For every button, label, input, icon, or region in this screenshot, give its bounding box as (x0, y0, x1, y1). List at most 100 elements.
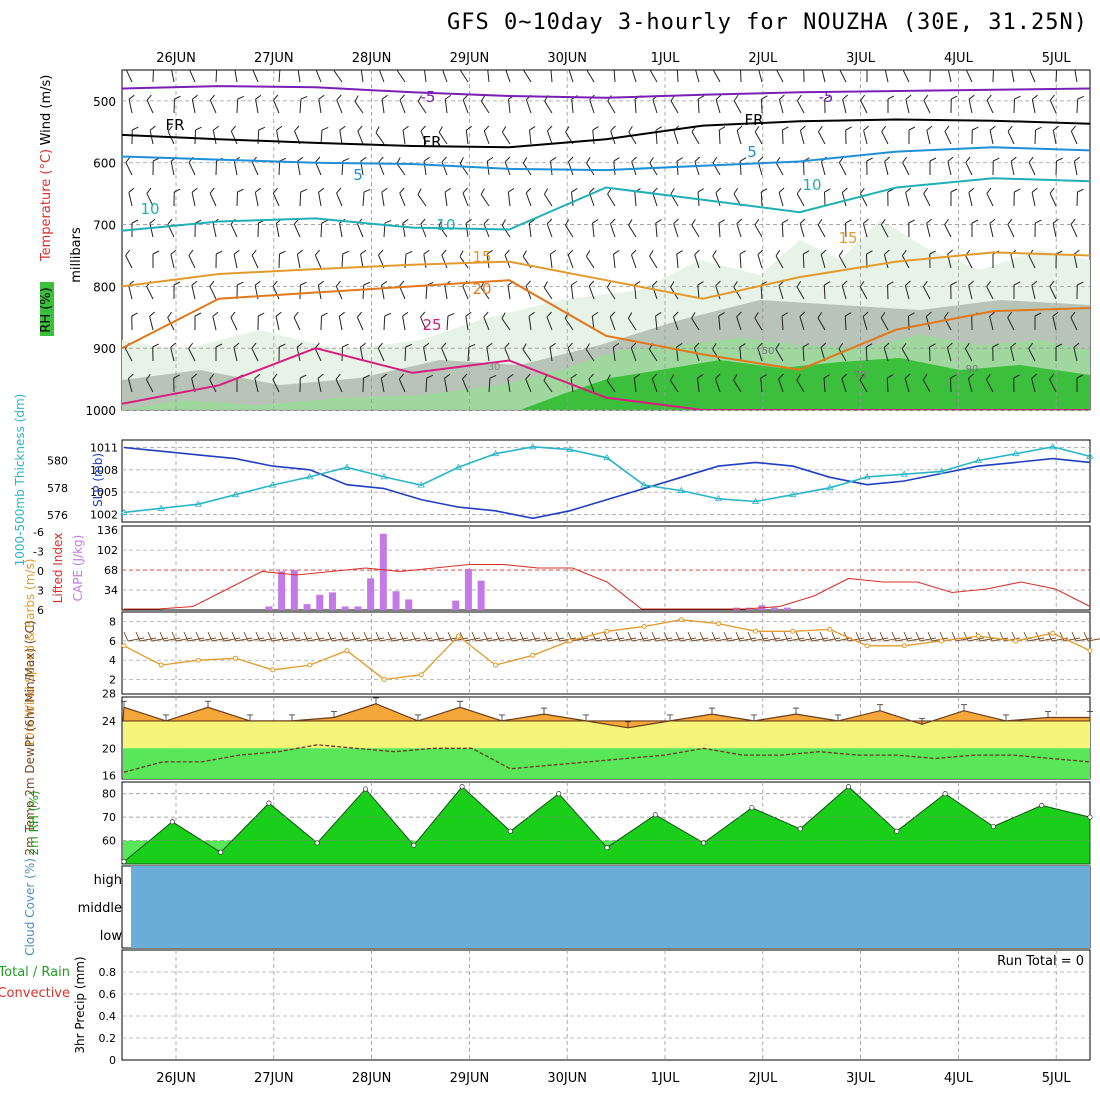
wind-barb (929, 157, 937, 175)
wind-barb (739, 343, 746, 362)
wind-barb (606, 374, 616, 393)
wind-barb (697, 374, 704, 393)
millibars-axis-label: millibars (69, 227, 84, 283)
wind-barb (733, 281, 742, 300)
cloud-level-label: low (100, 929, 123, 944)
wind-barb (859, 374, 868, 393)
contour-label: -5 (421, 88, 436, 106)
wind-barb (904, 280, 911, 300)
isotherm-line (122, 146, 1090, 172)
contour-label: 10 (436, 216, 455, 234)
wind-barb (778, 373, 784, 393)
wind-barb (375, 126, 385, 145)
surface-wind-barb (187, 637, 205, 642)
surface-wind-barb (667, 637, 685, 642)
wind-barb (1073, 156, 1080, 176)
wind-barb (926, 125, 933, 145)
top-date-label: 29JUN (450, 51, 490, 66)
wind-barb (465, 218, 472, 238)
wind-barb (922, 373, 931, 393)
cape-bar (290, 570, 298, 610)
temp2m-axis-label: 2m Temp 2m DewPt (6hr Min/Max) (°C) (23, 620, 37, 855)
wind-barb (546, 125, 553, 145)
wind-barb (862, 218, 869, 238)
wind-barb (417, 95, 427, 114)
wind-barb (146, 187, 154, 207)
temp-tick-label: 20 (102, 742, 116, 755)
wind-speed-point (1087, 648, 1093, 654)
surface-wind-barb (523, 637, 541, 642)
cape-bar (341, 606, 349, 610)
wind-barb (275, 311, 282, 331)
wind-barb (441, 70, 448, 83)
top-date-label: 27JUN (254, 51, 294, 66)
wind-barb (803, 70, 805, 83)
wind-barb (233, 342, 240, 362)
wind-barb (383, 312, 392, 331)
wind-barb (968, 94, 975, 114)
wind-barb (588, 280, 595, 300)
li-tick-label: 6 (37, 604, 44, 617)
thickness-line (123, 445, 1091, 514)
wind-barb (402, 218, 409, 238)
wind-barb (525, 280, 532, 300)
surface-wind-barb (763, 637, 781, 642)
wind-barb (694, 70, 700, 83)
precip-tick-label: 0.8 (99, 966, 117, 979)
thickness-point (268, 481, 277, 488)
wind-barb (170, 342, 177, 362)
wind-barb (887, 95, 895, 113)
wind-barb (501, 219, 511, 238)
surface-wind-barb (739, 637, 757, 642)
wind-barb (1013, 95, 1021, 114)
contour-label: 5 (353, 166, 363, 184)
thickness-point (306, 473, 314, 480)
bottom-date-label: 28JUN (352, 1071, 392, 1086)
wind-barb (402, 125, 409, 145)
wind-barb (651, 373, 658, 393)
wind-barb (712, 250, 721, 269)
cloud-cover-fill (131, 866, 1090, 948)
wind-barb (381, 187, 388, 207)
thickness-point (491, 449, 500, 457)
wind-barb (989, 218, 996, 238)
wind-barb (194, 219, 202, 238)
wind-barb (760, 188, 768, 207)
wind-barb (697, 281, 704, 300)
isotherms: -5 -5 FR FR FR 5 5 10 10 10 15 15 20 25 30 50 70 90 (122, 85, 1090, 410)
surface-wind-barb (151, 637, 169, 642)
wind-barb (760, 281, 768, 300)
surface-wind-barb (535, 637, 553, 642)
bottom-date-label: 3JUL (846, 1071, 876, 1086)
thickness-axis-label: 1000-500mb Thickness (dm) (13, 394, 27, 567)
wind-barb (377, 342, 385, 362)
wind-barb (528, 218, 536, 238)
surface-wind-barb (595, 637, 613, 642)
cape-bar (464, 568, 472, 610)
wind-barb (441, 156, 448, 176)
wind-barb (483, 218, 490, 238)
wind-barb (775, 250, 784, 269)
upper-air-axis: 500 600 700 800 900 1000 (85, 95, 116, 418)
wind-barb (824, 95, 831, 114)
wind-barb (299, 95, 308, 114)
surface-wind-barb (643, 637, 661, 642)
wind-barb (507, 187, 515, 207)
wind-barb (127, 373, 134, 393)
rh-shading (122, 220, 1090, 410)
wind-barb (630, 342, 637, 362)
wind-barb (1052, 311, 1059, 331)
wind-barb (1013, 374, 1020, 393)
wind-barb (550, 157, 557, 176)
rh-point (314, 840, 320, 846)
thickness-point (194, 500, 203, 507)
wind-barb (967, 373, 974, 393)
wind-barb (570, 280, 578, 300)
surface-wind-barb (907, 637, 925, 642)
wind-barb (796, 281, 805, 300)
surface-wind-barb (139, 637, 157, 642)
wind-barb (585, 250, 595, 269)
wind-barb (985, 373, 994, 393)
precip-tick-label: 0 (109, 1054, 116, 1067)
top-date-label: 5JUL (1042, 51, 1072, 66)
